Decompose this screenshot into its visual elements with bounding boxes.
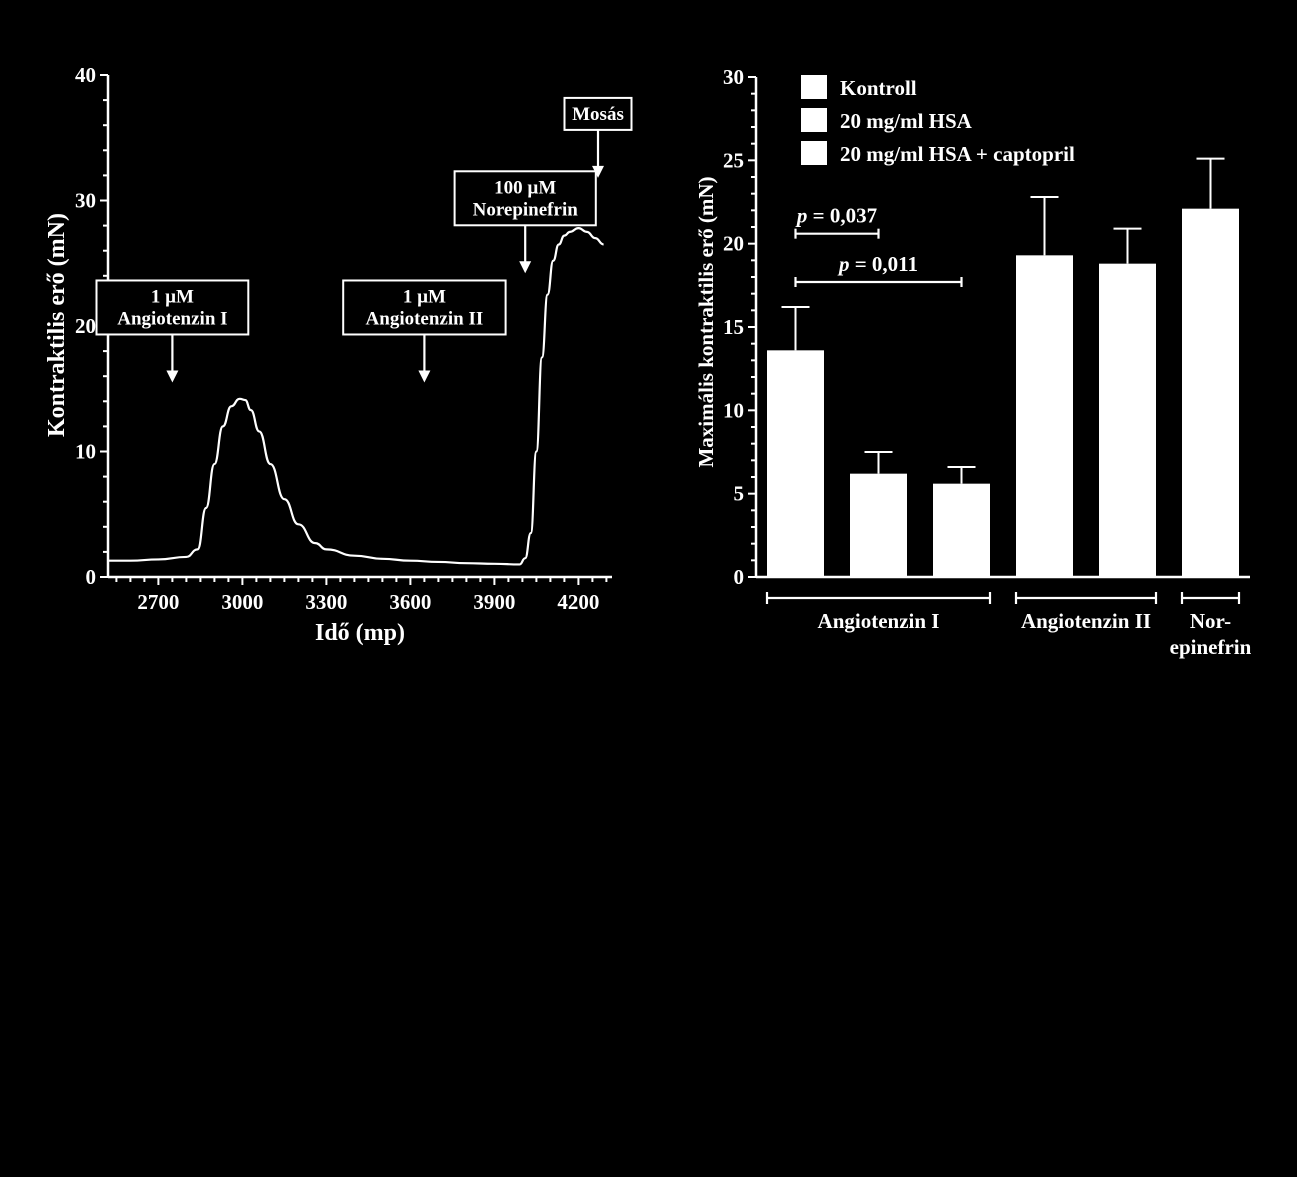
- annotation-arrow-head: [418, 370, 431, 383]
- annotation-text: Angiotenzin I: [117, 308, 227, 329]
- bar: [1016, 255, 1073, 578]
- left-y-tick-label: 30: [75, 189, 96, 213]
- left-x-tick-label: 3900: [473, 590, 515, 614]
- left-x-tick-label: 4200: [557, 590, 599, 614]
- left-y-axis-label: Kontraktilis erő (mN): [44, 213, 70, 437]
- legend-label: 20 mg/ml HSA: [840, 109, 973, 133]
- group-0: Angiotenzin I: [765, 592, 992, 633]
- legend-item-1: 20 mg/ml HSA: [801, 108, 973, 133]
- legend-item-2: 20 mg/ml HSA + captopril: [801, 141, 1075, 166]
- annotation-3: Mosás: [563, 96, 633, 178]
- left-y-tick-label: 20: [75, 314, 96, 338]
- annotation-arrow-head: [519, 261, 532, 274]
- left-x-axis: 2700 3000 3300 3600 3900 4200: [108, 575, 612, 614]
- legend-swatch: [801, 75, 827, 99]
- bar: [850, 473, 907, 577]
- right-y-axis: 0 5 10 15 20 25 30: [723, 65, 1250, 589]
- significance-label: p = 0,011: [837, 252, 918, 276]
- legend-swatch: [801, 141, 827, 165]
- bar: [933, 483, 990, 577]
- annotation-arrow-head: [166, 370, 179, 383]
- left-x-tick-label: 3600: [389, 590, 431, 614]
- legend-item-0: Kontroll: [801, 75, 917, 100]
- right-y-tick-label: 10: [723, 398, 744, 422]
- significance-1: p = 0,011: [794, 252, 963, 287]
- annotation-arrow-head: [592, 165, 604, 178]
- p-symbol: p: [837, 252, 850, 276]
- group-label: epinefrin: [1170, 635, 1252, 659]
- annotation-text: Mosás: [572, 104, 624, 125]
- left-y-tick-label: 40: [75, 63, 96, 87]
- group-1: Angiotenzin II: [1014, 592, 1158, 633]
- left-x-tick-label: 2700: [137, 590, 179, 614]
- legend-swatch: [801, 108, 827, 132]
- left-y-tick-label: 0: [86, 565, 97, 589]
- annotation-text: Norepinefrin: [473, 199, 579, 220]
- bar: [767, 350, 824, 577]
- p-value: = 0,037: [807, 204, 877, 228]
- right-y-tick-label: 0: [734, 565, 745, 589]
- annotation-box: [453, 170, 597, 227]
- legend-label: 20 mg/ml HSA + captopril: [840, 142, 1075, 166]
- right-y-tick-label: 30: [723, 65, 744, 89]
- p-symbol: p: [795, 204, 808, 228]
- significance-0: p = 0,037: [794, 204, 880, 239]
- group-label: Angiotenzin II: [1021, 609, 1151, 633]
- bar: [1099, 263, 1156, 577]
- annotation-text: Angiotenzin II: [366, 308, 484, 329]
- significance-label: p = 0,037: [795, 204, 877, 228]
- legend: Kontroll 20 mg/ml HSA 20 mg/ml HSA + capto…: [801, 75, 1075, 166]
- annotation-box: [563, 96, 633, 131]
- annotation-text: 100 µM: [494, 177, 556, 198]
- bar: [1182, 208, 1239, 577]
- group-label: Angiotenzin I: [818, 609, 940, 633]
- group-label: Nor-: [1190, 609, 1231, 633]
- group-brackets: Angiotenzin I Angiotenzin II Nor-epinefrin: [765, 592, 1252, 659]
- right-y-tick-label: 5: [734, 482, 745, 506]
- left-x-axis-label: Idő (mp): [315, 620, 405, 646]
- left-x-tick-label: 3300: [305, 590, 347, 614]
- bar-series: [767, 157, 1239, 578]
- left-x-tick-label: 3000: [221, 590, 263, 614]
- annotation-box: [342, 279, 507, 336]
- annotation-text: 1 µM: [151, 286, 194, 307]
- left-y-tick-label: 10: [75, 440, 96, 464]
- right-y-axis-label: Maximális kontraktilis erő (mN): [694, 176, 718, 467]
- right-y-tick-label: 25: [723, 148, 744, 172]
- right-y-tick-label: 20: [723, 232, 744, 256]
- trace-line: [107, 227, 604, 566]
- annotation-text: 1 µM: [403, 286, 446, 307]
- group-2: Nor-epinefrin: [1170, 592, 1252, 659]
- p-value: = 0,011: [849, 252, 918, 276]
- legend-label: Kontroll: [840, 76, 917, 100]
- right-y-tick-label: 15: [723, 315, 744, 339]
